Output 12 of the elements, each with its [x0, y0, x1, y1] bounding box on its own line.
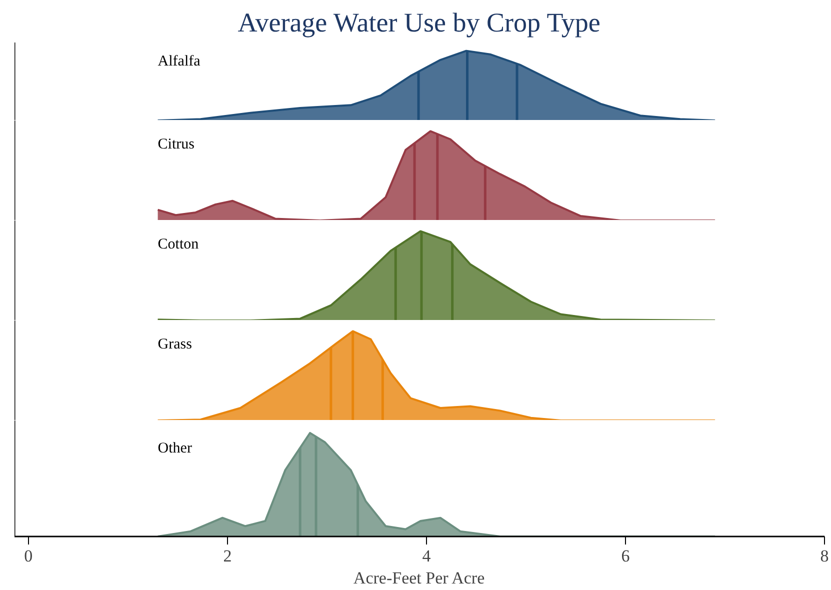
x-tick-label: 8 — [820, 546, 829, 566]
x-tick-label: 4 — [422, 546, 432, 566]
text: Grass — [158, 336, 192, 353]
text: Other — [158, 440, 192, 456]
x-axis-title: Acre-Feet Per Acre — [353, 568, 485, 588]
text: Cotton — [158, 236, 200, 253]
x-tick-label: 0 — [24, 546, 33, 566]
text: Citrus — [158, 136, 195, 153]
chart-title: Average Water Use by Crop Type — [238, 8, 600, 38]
text: Alfalfa — [158, 53, 201, 70]
x-tick-label: 2 — [223, 546, 232, 566]
x-tick-label: 6 — [621, 546, 630, 566]
